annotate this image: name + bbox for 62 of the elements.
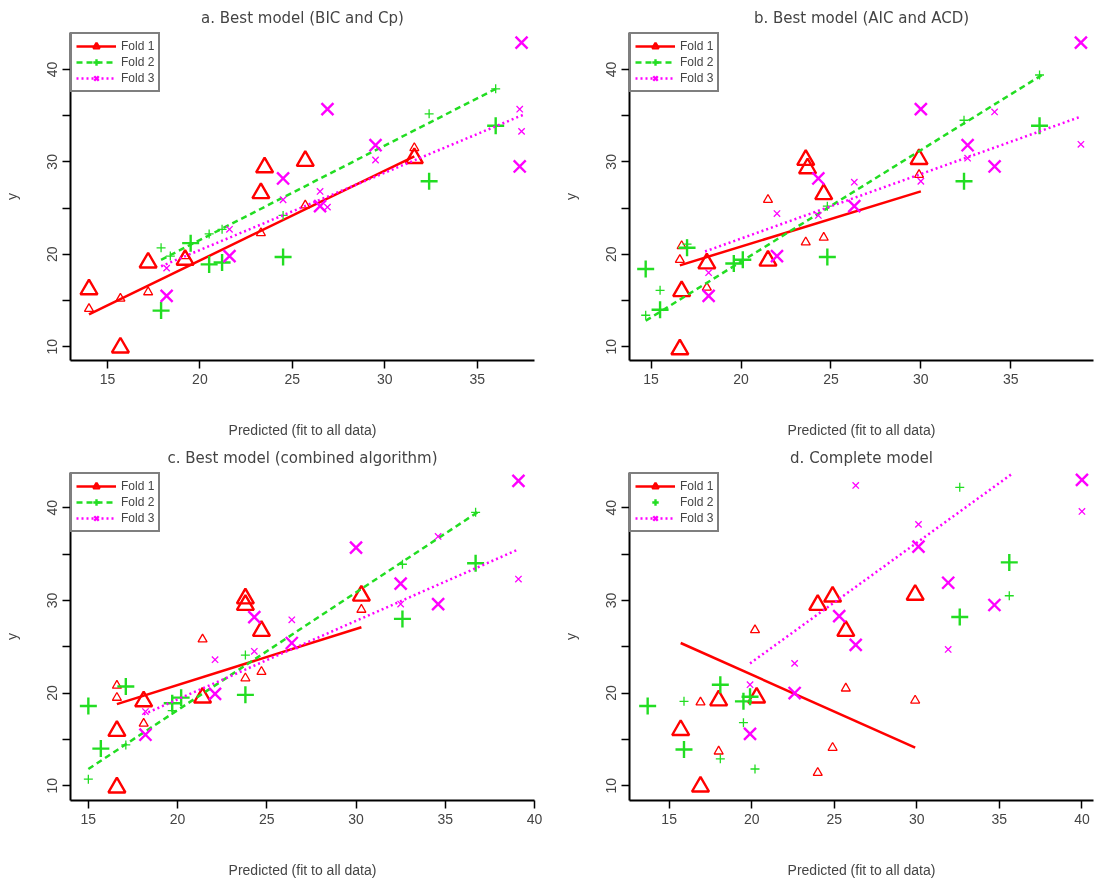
- y-tick-label: 40: [44, 499, 61, 516]
- x-tick-label: 15: [99, 370, 116, 387]
- x-tick-label: 15: [661, 810, 678, 827]
- x-axis-title: Predicted (fit to all data): [787, 861, 936, 878]
- legend-label: Fold 1: [121, 39, 155, 53]
- legend-label: Fold 2: [680, 55, 714, 69]
- x-tick-label: 30: [909, 810, 925, 827]
- x-tick-label: 20: [169, 810, 186, 827]
- legend-label: Fold 3: [121, 71, 155, 85]
- x-tick-label: 30: [913, 370, 929, 387]
- y-tick-label: 10: [44, 777, 61, 794]
- x-tick-label: 25: [823, 370, 839, 387]
- x-tick-label: 35: [1002, 370, 1019, 387]
- x-tick-label: 25: [259, 810, 275, 827]
- x-tick-label: 25: [826, 810, 843, 827]
- y-tick-label: 10: [603, 338, 620, 355]
- x-axis-title: Predicted (fit to all data): [228, 861, 377, 878]
- chart-title: b. Best model (AIC and ACD): [753, 8, 970, 27]
- x-tick-label: 25: [284, 370, 301, 387]
- x-axis-title: Predicted (fit to all data): [787, 421, 936, 438]
- y-tick-label: 10: [44, 338, 61, 355]
- x-tick-label: 40: [526, 810, 543, 827]
- y-tick-label: 20: [44, 685, 61, 701]
- y-tick-label: 40: [603, 499, 620, 516]
- x-axis-title: Predicted (fit to all data): [228, 421, 377, 438]
- x-tick-label: 35: [437, 810, 454, 827]
- legend-label: Fold 3: [680, 71, 714, 85]
- x-tick-label: 15: [80, 810, 97, 827]
- y-tick-label: 30: [603, 153, 620, 170]
- legend-label: Fold 1: [121, 479, 155, 493]
- x-tick-label: 30: [376, 370, 393, 387]
- legend-label: Fold 2: [680, 495, 714, 509]
- legend-label: Fold 3: [680, 511, 714, 525]
- y-axis-title: y: [3, 633, 20, 640]
- chart-title: a. Best model (BIC and Cp): [201, 8, 404, 27]
- x-tick-label: 30: [348, 810, 365, 827]
- legend-label: Fold 1: [680, 39, 714, 53]
- x-tick-label: 20: [192, 370, 208, 387]
- chart-title: d. Complete model: [790, 448, 933, 467]
- x-tick-label: 35: [991, 810, 1008, 827]
- x-tick-label: 35: [469, 370, 486, 387]
- x-tick-label: 40: [1074, 810, 1090, 827]
- y-axis-title: y: [3, 193, 20, 200]
- y-tick-label: 10: [603, 777, 620, 794]
- y-tick-label: 40: [603, 61, 620, 78]
- chart-title: c. Best model (combined algorithm): [167, 448, 438, 467]
- legend-label: Fold 2: [121, 55, 155, 69]
- y-axis-title: y: [562, 193, 579, 200]
- x-tick-label: 20: [743, 810, 760, 827]
- y-tick-label: 30: [44, 153, 61, 170]
- legend-label: Fold 1: [680, 479, 714, 493]
- x-tick-label: 20: [733, 370, 749, 387]
- y-axis-title: y: [562, 633, 579, 640]
- y-tick-label: 30: [44, 592, 61, 609]
- legend-label: Fold 3: [121, 511, 155, 525]
- legend-label: Fold 2: [121, 495, 155, 509]
- y-tick-label: 40: [44, 61, 61, 78]
- x-tick-label: 15: [643, 370, 660, 387]
- y-tick-label: 20: [603, 685, 620, 701]
- y-tick-label: 20: [44, 246, 61, 263]
- y-tick-label: 30: [603, 592, 620, 609]
- y-tick-label: 20: [603, 246, 620, 263]
